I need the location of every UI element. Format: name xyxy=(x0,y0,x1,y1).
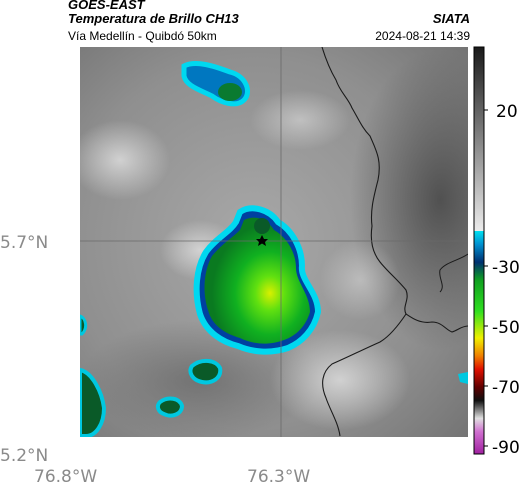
colorbar-warm-segment xyxy=(474,47,484,231)
colorbar-label-neg50: -50 xyxy=(492,318,520,338)
lat-tick-5.7: 5.7°N xyxy=(0,233,48,253)
lon-tick-76.8: 76.8°W xyxy=(34,467,97,487)
light-cloud-2 xyxy=(270,330,410,430)
colorbar-label-20: 20 xyxy=(496,102,518,122)
lat-tick-5.2: 5.2°N xyxy=(0,446,48,466)
convective-cell-south xyxy=(188,359,223,385)
border-line xyxy=(321,47,468,333)
agency-label: SIATA xyxy=(432,11,470,26)
location-marker-star xyxy=(256,235,268,246)
light-cloud-1 xyxy=(80,120,170,200)
region-label: Vía Medellín - Quibdó 50km xyxy=(68,29,217,43)
datetime-label: 2024-08-21 14:39 xyxy=(375,29,470,43)
colorbar: 20 -30 -50 -70 -90 xyxy=(473,46,520,458)
colorbar-cold-segment xyxy=(474,231,484,454)
satellite-title: GOES-EAST xyxy=(68,0,145,12)
lon-tick-76.3: 76.3°W xyxy=(247,467,310,487)
colorbar-label-neg70: -70 xyxy=(492,378,520,398)
colorbar-label-neg30: -30 xyxy=(492,258,520,278)
product-title: Temperatura de Brillo CH13 xyxy=(68,11,239,26)
colorbar-label-neg90: -90 xyxy=(492,438,520,458)
